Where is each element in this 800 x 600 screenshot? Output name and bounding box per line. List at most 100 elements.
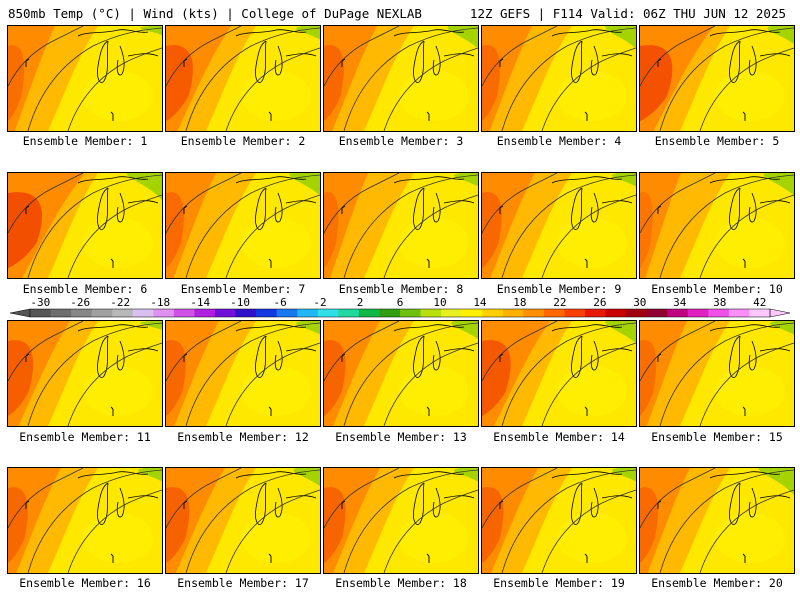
ensemble-member-label: Ensemble Member: 8 <box>338 282 464 296</box>
ensemble-member-label: Ensemble Member: 6 <box>22 282 148 296</box>
colorbar-tick-label: 42 <box>753 296 766 309</box>
colorbar-right-arrow <box>769 308 791 318</box>
ensemble-member-label: Ensemble Member: 10 <box>651 282 783 296</box>
ensemble-member-label: Ensemble Member: 11 <box>19 430 151 444</box>
colorbar-swatch <box>749 309 771 317</box>
header-title: 850mb Temp (°C) | Wind (kts) | College o… <box>8 6 422 21</box>
ensemble-member-map <box>165 467 321 574</box>
ensemble-member-map <box>7 320 163 427</box>
ensemble-member-label: Ensemble Member: 1 <box>22 134 148 148</box>
ensemble-member-label: Ensemble Member: 17 <box>177 576 309 590</box>
colorbar-tick-label: 10 <box>433 296 446 309</box>
colorbar-swatch <box>543 309 565 317</box>
ensemble-member-label: Ensemble Member: 9 <box>496 282 622 296</box>
ensemble-member-map <box>639 320 795 427</box>
colorbar-swatch <box>728 309 750 317</box>
colorbar-tick-label: 2 <box>357 296 364 309</box>
ensemble-member-label: Ensemble Member: 18 <box>335 576 467 590</box>
colorbar-tick-label: -10 <box>230 296 250 309</box>
colorbar-swatch <box>235 309 257 317</box>
colorbar-swatch <box>585 309 606 317</box>
colorbar-swatch <box>153 309 175 317</box>
colorbar-tick-label: 18 <box>513 296 526 309</box>
ensemble-member-label: Ensemble Member: 7 <box>180 282 306 296</box>
colorbar-left-arrow <box>9 308 31 318</box>
colorbar-tick-label: -26 <box>70 296 90 309</box>
colorbar-swatch <box>482 309 504 317</box>
colorbar-swatch <box>441 309 463 317</box>
colorbar-swatch <box>523 309 545 317</box>
colorbar-swatch <box>50 309 72 317</box>
colorbar-tick-label: -14 <box>190 296 210 309</box>
colorbar-swatch <box>338 309 360 317</box>
colorbar-swatch <box>605 309 627 317</box>
ensemble-member-map <box>165 25 321 132</box>
ensemble-member-label: Ensemble Member: 2 <box>180 134 306 148</box>
colorbar-swatch <box>400 309 421 317</box>
ensemble-member-label: Ensemble Member: 5 <box>654 134 780 148</box>
ensemble-member-label: Ensemble Member: 14 <box>493 430 625 444</box>
ensemble-member-map <box>323 467 479 574</box>
colorbar-tick-label: 14 <box>473 296 487 309</box>
colorbar-tick-label: -30 <box>30 296 50 309</box>
colorbar-swatch <box>256 309 278 317</box>
ensemble-member-label: Ensemble Member: 3 <box>338 134 464 148</box>
colorbar-swatch <box>317 309 339 317</box>
colorbar-swatch <box>173 309 195 317</box>
ensemble-member-label: Ensemble Member: 20 <box>651 576 783 590</box>
colorbar-tick-label: 22 <box>553 296 566 309</box>
ensemble-member-map <box>323 320 479 427</box>
colorbar-swatch <box>297 309 319 317</box>
ensemble-member-label: Ensemble Member: 4 <box>496 134 622 148</box>
ensemble-member-map <box>481 172 637 279</box>
colorbar-swatch <box>358 309 380 317</box>
colorbar-swatch <box>708 309 730 317</box>
colorbar-swatch <box>502 309 524 317</box>
temperature-colorbar: -30 -26 -22 -18 -14 -10 -6 -2 2 6 10 14 18 22 26 30 34 38… <box>9 296 791 318</box>
ensemble-member-map <box>323 172 479 279</box>
ensemble-member-map <box>481 25 637 132</box>
ensemble-member-label: Ensemble Member: 19 <box>493 576 625 590</box>
header-run-info: 12Z GEFS | F114 Valid: 06Z THU JUN 12 20… <box>469 6 786 21</box>
ensemble-member-map <box>165 172 321 279</box>
colorbar-swatch <box>646 309 668 317</box>
colorbar-tick-label: 6 <box>397 296 404 309</box>
colorbar-tick-label: 38 <box>713 296 726 309</box>
colorbar-swatch <box>379 309 401 317</box>
colorbar-tick-label: 30 <box>633 296 646 309</box>
ensemble-member-map <box>639 172 795 279</box>
ensemble-member-map <box>7 25 163 132</box>
colorbar-tick-label: -6 <box>273 296 286 309</box>
colorbar-tick-label: 26 <box>593 296 606 309</box>
colorbar-swatch <box>667 309 689 317</box>
colorbar-swatch <box>687 309 709 317</box>
colorbar-tick-label: -18 <box>150 296 170 309</box>
ensemble-member-map <box>323 25 479 132</box>
colorbar-swatch <box>215 309 236 317</box>
ensemble-member-map <box>639 25 795 132</box>
colorbar-swatch <box>71 309 93 317</box>
ensemble-member-label: Ensemble Member: 15 <box>651 430 783 444</box>
colorbar-swatch <box>30 309 51 317</box>
ensemble-member-map <box>481 320 637 427</box>
colorbar-swatch <box>91 309 113 317</box>
colorbar-swatch <box>420 309 442 317</box>
ensemble-member-label: Ensemble Member: 12 <box>177 430 309 444</box>
colorbar-swatch <box>564 309 586 317</box>
ensemble-member-map <box>7 467 163 574</box>
ensemble-member-label: Ensemble Member: 16 <box>19 576 151 590</box>
colorbar-swatch <box>626 309 648 317</box>
ensemble-member-map <box>639 467 795 574</box>
colorbar-tick-label: 34 <box>673 296 687 309</box>
colorbar-swatch <box>132 309 154 317</box>
colorbar-swatch <box>112 309 134 317</box>
ensemble-member-map <box>7 172 163 279</box>
colorbar-swatch <box>461 309 483 317</box>
ensemble-member-map <box>481 467 637 574</box>
colorbar-tick-label: -2 <box>313 296 326 309</box>
ensemble-member-label: Ensemble Member: 13 <box>335 430 467 444</box>
ensemble-member-map <box>165 320 321 427</box>
colorbar-swatch <box>276 309 298 317</box>
colorbar-swatch <box>194 309 216 317</box>
colorbar-tick-label: -22 <box>110 296 130 309</box>
